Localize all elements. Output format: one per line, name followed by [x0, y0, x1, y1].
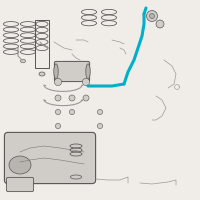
Ellipse shape	[97, 109, 103, 115]
Ellipse shape	[156, 20, 164, 28]
Ellipse shape	[69, 95, 75, 101]
FancyBboxPatch shape	[54, 61, 90, 82]
Ellipse shape	[39, 72, 45, 76]
Ellipse shape	[9, 156, 31, 174]
Ellipse shape	[54, 64, 58, 79]
Bar	[35, 20, 49, 68]
Ellipse shape	[150, 14, 154, 19]
Ellipse shape	[54, 78, 62, 86]
Ellipse shape	[55, 123, 61, 129]
Ellipse shape	[55, 95, 61, 101]
Ellipse shape	[21, 59, 26, 63]
Ellipse shape	[83, 95, 89, 101]
Ellipse shape	[82, 78, 90, 86]
Ellipse shape	[69, 109, 75, 115]
Ellipse shape	[55, 109, 61, 115]
Ellipse shape	[86, 64, 90, 79]
Ellipse shape	[146, 10, 158, 21]
Ellipse shape	[97, 123, 103, 129]
FancyBboxPatch shape	[6, 177, 34, 192]
FancyBboxPatch shape	[4, 132, 96, 184]
